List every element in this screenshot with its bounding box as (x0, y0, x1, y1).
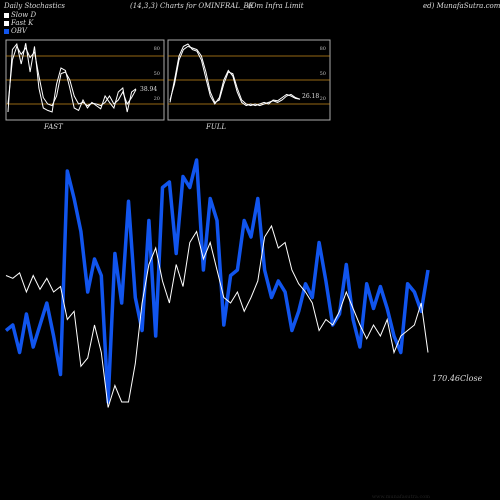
legend: Slow D Fast K OBV (4, 11, 36, 35)
full-band-label-20: 20 (320, 96, 326, 102)
legend-item-fast-k: Fast K (4, 19, 36, 27)
full-band-label-80: 80 (320, 46, 326, 52)
fast-band-label-20: 20 (154, 96, 160, 102)
full-line-2 (169, 43, 301, 107)
legend-item-slow-d: Slow D (4, 11, 36, 19)
header-left: Daily Stochastics (4, 2, 66, 10)
close-last-value-number: 170.46 (432, 374, 460, 383)
legend-swatch-fast-k (4, 20, 9, 26)
fast-last-value: 38.94 (140, 86, 157, 93)
legend-label-obv: OBV (11, 27, 27, 35)
full-last-value: 26.18 (302, 93, 319, 100)
legend-item-obv: OBV (4, 27, 36, 35)
header-right: ed) MunafaSutra.com (423, 2, 500, 10)
full-band-label-50: 50 (320, 71, 326, 77)
header-mid1: (14,3,3) Charts for OMINFRAL_BE (130, 2, 254, 10)
close-last-value-suffix: Close (460, 374, 483, 383)
full-line-1 (169, 45, 301, 107)
legend-swatch-slow-d (4, 12, 9, 18)
fast-band-label-50: 50 (154, 71, 160, 77)
legend-label-fast-k: Fast K (11, 19, 34, 27)
full-panel-title: FULL (206, 123, 227, 131)
fast-line-2 (7, 42, 137, 113)
legend-label-slow-d: Slow D (11, 11, 37, 19)
obv-line (4, 158, 430, 404)
header-mid2: (Om Infra Limit (248, 2, 304, 10)
close-line (5, 224, 429, 408)
footer-watermark: www.munafasutra.com (371, 494, 430, 500)
fast-band-label-80: 80 (154, 46, 160, 52)
close-last-value: 170.46Close (432, 374, 483, 383)
fast-line-1 (7, 45, 137, 107)
legend-swatch-obv (4, 28, 9, 34)
fast-panel-title: FAST (44, 123, 63, 131)
